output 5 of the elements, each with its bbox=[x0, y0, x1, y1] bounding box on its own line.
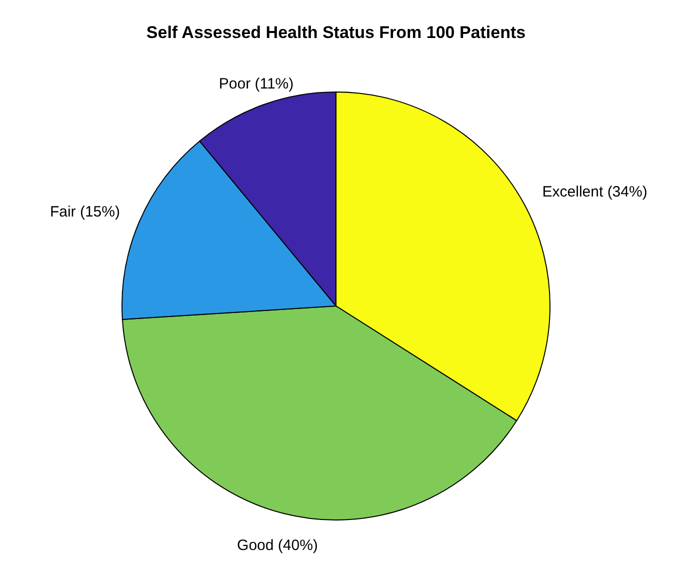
slice-label: Poor (11%) bbox=[218, 75, 294, 92]
slice-label: Excellent (34%) bbox=[542, 184, 648, 201]
slice-label: Fair (15%) bbox=[50, 203, 120, 220]
chart-title: Self Assessed Health Status From 100 Patients bbox=[146, 23, 526, 42]
slice-label: Good (40%) bbox=[237, 536, 318, 554]
